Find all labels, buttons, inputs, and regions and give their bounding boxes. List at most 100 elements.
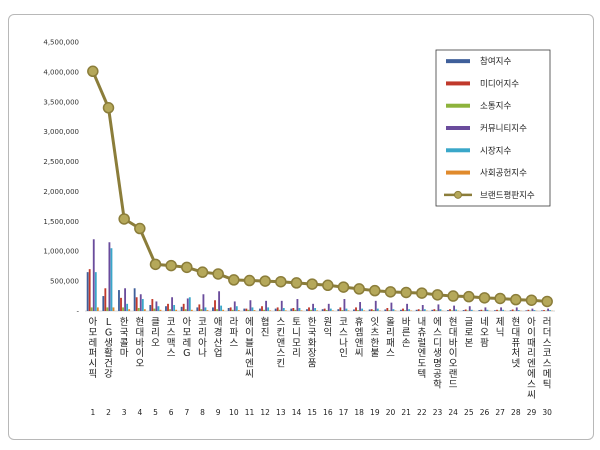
bar: [449, 309, 451, 311]
line-point: [275, 275, 287, 288]
line-point: [102, 102, 115, 114]
bar: [310, 309, 312, 311]
bar: [368, 309, 371, 311]
x-index-label: 29: [527, 408, 537, 417]
line-point: [447, 290, 459, 302]
bar: [494, 310, 496, 311]
x-index-label: 4: [137, 408, 142, 417]
bar: [206, 310, 209, 311]
bar: [276, 307, 279, 311]
bar: [437, 304, 440, 311]
bar: [374, 300, 377, 311]
bar: [269, 310, 272, 311]
line-point: [337, 281, 350, 293]
bar: [435, 310, 438, 311]
legend-label: 사회공헌지수: [480, 169, 527, 179]
bar: [455, 309, 458, 311]
line-point: [134, 222, 146, 235]
bar: [237, 310, 240, 311]
bar: [421, 305, 424, 311]
legend-label: 시장지수: [480, 145, 511, 156]
bar: [468, 306, 471, 311]
bar: [92, 239, 95, 311]
bar: [214, 300, 216, 311]
bar: [212, 307, 214, 311]
bar: [122, 307, 124, 311]
bar: [359, 302, 362, 311]
x-index-label: 6: [169, 408, 174, 417]
bar: [259, 308, 261, 311]
bar: [484, 307, 487, 311]
x-index-label: 19: [370, 408, 380, 417]
x-index-label: 5: [153, 408, 158, 417]
line-point: [322, 279, 334, 292]
bar: [392, 309, 395, 311]
bar: [331, 310, 334, 311]
line-point: [243, 274, 256, 287]
legend-label: 미디어지수: [480, 78, 519, 89]
bar: [312, 303, 315, 311]
legend-label: 커뮤니티지수: [480, 123, 527, 134]
legend-point-swatch: [454, 190, 462, 199]
y-tick-label: 3,000,000: [43, 128, 79, 136]
line-point: [290, 277, 303, 289]
bar: [186, 298, 189, 311]
bar: [347, 310, 350, 311]
bar: [106, 307, 109, 311]
bar: [159, 309, 162, 311]
bar: [151, 299, 154, 311]
bar: [419, 310, 422, 311]
bar: [415, 309, 418, 311]
bar: [337, 309, 340, 311]
bar: [110, 248, 113, 311]
bar: [296, 299, 299, 311]
line-point: [259, 275, 271, 287]
bar: [353, 309, 355, 311]
line-point: [431, 289, 444, 301]
line-point: [478, 292, 491, 304]
bar: [541, 310, 543, 311]
x-index-label: 3: [122, 408, 127, 417]
bar: [253, 310, 256, 311]
bar: [267, 307, 270, 311]
bar: [384, 309, 387, 311]
bar: [294, 309, 297, 311]
line-point: [228, 274, 240, 286]
bar: [282, 308, 285, 311]
bar: [355, 307, 357, 311]
bar: [329, 308, 332, 311]
bar: [249, 300, 252, 311]
bar: [464, 309, 467, 311]
line-point: [494, 292, 506, 305]
bar: [417, 309, 420, 311]
bar: [549, 310, 552, 311]
bar: [404, 310, 406, 311]
bar: [308, 307, 310, 311]
x-index-label: 1: [90, 408, 95, 417]
bar: [112, 307, 115, 311]
bar: [108, 242, 111, 311]
bar: [372, 310, 375, 311]
legend-swatch: [446, 81, 470, 86]
bar: [133, 288, 136, 311]
bar: [298, 308, 301, 311]
bar: [167, 303, 169, 311]
bar: [451, 310, 453, 311]
legend-label: 브랜드평판지수: [480, 190, 535, 201]
bar: [531, 308, 534, 311]
bar: [263, 309, 265, 311]
x-index-label: 12: [260, 408, 270, 417]
bar: [94, 272, 97, 311]
bar: [496, 309, 498, 311]
y-tick-label: 4,000,000: [43, 68, 79, 76]
bar: [233, 301, 236, 311]
line-point: [306, 278, 318, 290]
